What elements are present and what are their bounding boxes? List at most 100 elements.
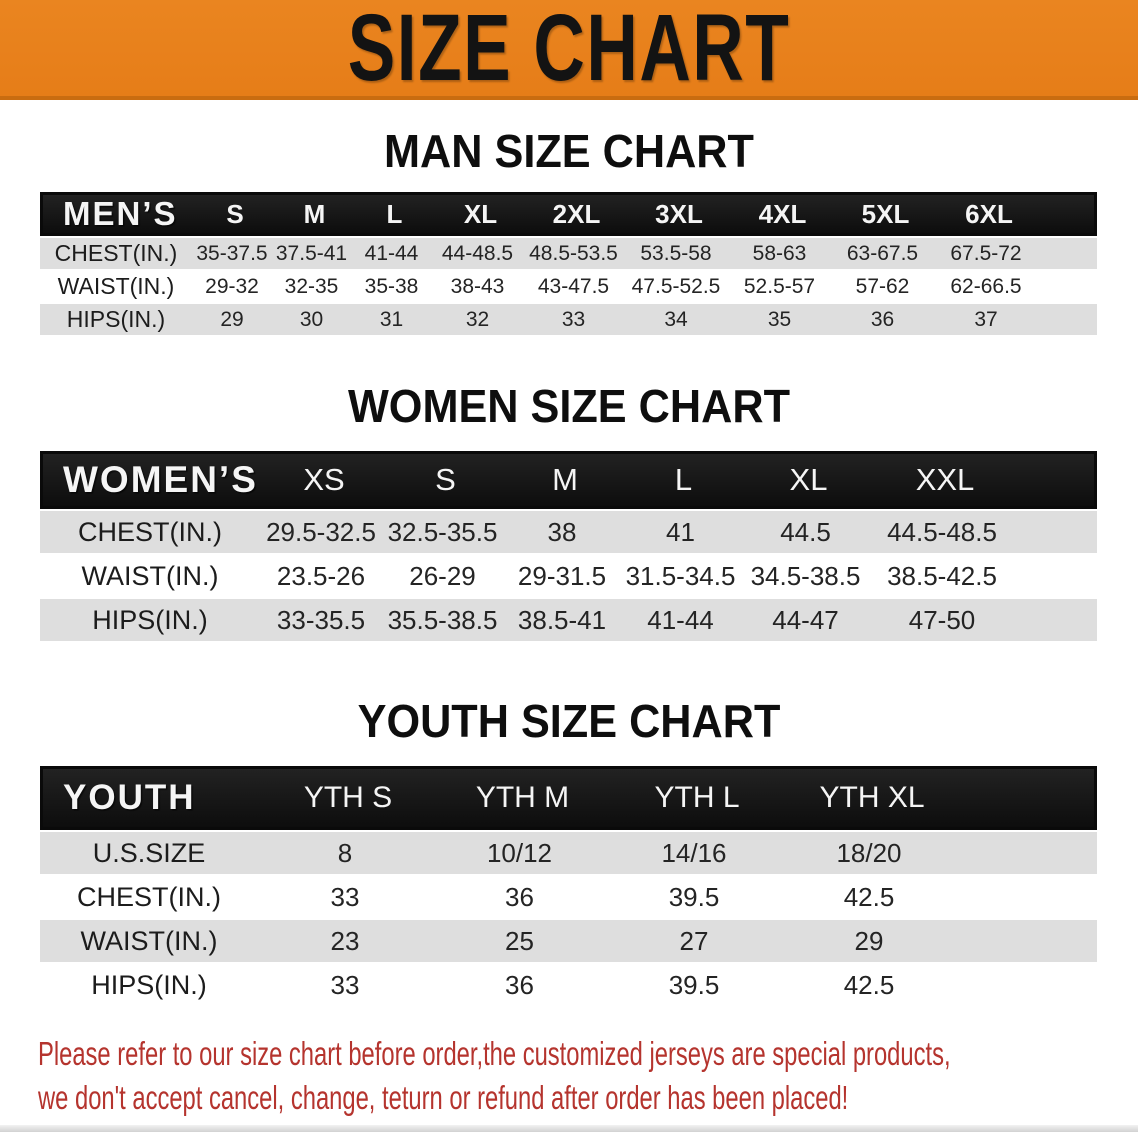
measurement-row: WAIST(IN.) 23.5-26 26-29 29-31.5 31.5-34.5 34…: [40, 555, 1097, 597]
size-value-cell: 30: [299, 307, 324, 331]
size-table-header-row: YOUTH YTH S YTH M YTH L YTH XL: [40, 766, 1097, 830]
size-value-cell: 41: [666, 516, 695, 547]
measurement-row: CHEST(IN.) 29.5-32.5 32.5-35.5 38 41 44.5 44.5…: [40, 511, 1097, 553]
men-section-heading: MAN SIZE CHART: [384, 125, 754, 177]
size-column-header: L: [674, 462, 693, 497]
size-column-header: S: [435, 462, 456, 497]
size-value-cell: 27: [679, 925, 709, 956]
measurement-row: CHEST(IN.) 33 36 39.5 42.5: [40, 876, 1097, 918]
measurement-row: WAIST(IN.) 29-32 32-35 35-38 38-43 43-47.5 47.…: [40, 271, 1097, 302]
size-value-cell: 35: [767, 307, 792, 331]
size-value-cell: 37.5-41: [275, 241, 348, 265]
size-column-header: XL: [789, 462, 828, 497]
size-value-cell: 8: [337, 837, 353, 868]
size-column-header: 3XL: [655, 198, 703, 229]
size-value-cell: 29.5-32.5: [266, 516, 376, 547]
size-column-header: YTH L: [654, 781, 740, 814]
measurement-row-label: CHEST(IN.): [54, 240, 178, 266]
size-value-cell: 39.5: [668, 881, 720, 912]
size-value-cell: 34.5-38.5: [750, 560, 861, 591]
size-value-cell: 47.5-52.5: [631, 274, 721, 298]
measurement-row: HIPS(IN.) 29 30 31 32 33 34 35 36 37: [40, 304, 1097, 335]
size-value-cell: 63-67.5: [846, 241, 919, 265]
size-column-header: YTH M: [475, 781, 570, 814]
measurement-row: U.S.SIZE 8 10/12 14/16 18/20: [40, 832, 1097, 874]
measurement-row-label: WAIST(IN.): [81, 560, 219, 591]
size-value-cell: 53.5-58: [640, 241, 712, 265]
size-value-cell: 29-32: [205, 274, 259, 298]
size-value-cell: 26-29: [409, 560, 476, 591]
section-youth: YOUTH SIZE CHART YOUTH YTH S YTH M YTH L YTH…: [0, 696, 1138, 1006]
size-table-header-row: WOMEN’S XS S M L XL XXL: [40, 451, 1097, 509]
size-value-cell: 37: [974, 307, 998, 331]
section-men: MAN SIZE CHART MEN’S S M L XL 2XL 3XL 4XL 5XL 6XL…: [0, 126, 1138, 335]
measurement-row-label: WAIST(IN.): [80, 925, 218, 956]
measurement-row: HIPS(IN.) 33 36 39.5 42.5: [40, 964, 1097, 1006]
size-value-cell: 62-66.5: [950, 274, 1022, 298]
disclaimer-line-2: we don't accept cancel, change, teturn o…: [38, 1079, 849, 1116]
size-column-header: XL: [463, 198, 498, 229]
size-value-cell: 36: [870, 307, 895, 331]
size-value-cell: 58-63: [752, 241, 807, 265]
size-column-header: L: [386, 198, 403, 229]
size-value-cell: 32.5-35.5: [387, 516, 498, 547]
size-value-cell: 38-43: [450, 274, 505, 298]
size-value-cell: 41-44: [364, 241, 419, 265]
size-value-cell: 36: [505, 881, 534, 912]
size-value-cell: 35-37.5: [196, 241, 268, 265]
size-column-header: YTH S: [303, 781, 393, 814]
disclaimer: Please refer to our size chart before or…: [38, 1032, 1138, 1120]
table-category-label: MEN’S: [63, 195, 178, 232]
women-size-table: WOMEN’S XS S M L XL XXL CHEST(IN.) 29.5-32.5 32.5…: [40, 451, 1097, 641]
size-value-cell: 39.5: [668, 969, 720, 1000]
banner: SIZE CHART: [0, 0, 1138, 101]
measurement-row: HIPS(IN.) 33-35.5 35.5-38.5 38.5-41 41-44 44-…: [40, 599, 1097, 641]
size-column-header: XS: [303, 462, 345, 497]
women-section-heading: WOMEN SIZE CHART: [347, 380, 790, 432]
size-value-cell: 44.5-48.5: [887, 516, 997, 547]
size-column-header: YTH XL: [819, 781, 925, 814]
size-value-cell: 10/12: [486, 837, 553, 868]
measurement-row-label: CHEST(IN.): [78, 516, 222, 547]
size-value-cell: 35-38: [364, 274, 419, 298]
table-category-label: YOUTH: [63, 778, 196, 817]
size-value-cell: 33: [330, 969, 360, 1000]
size-value-cell: 38.5-42.5: [887, 560, 997, 591]
size-column-header: 2XL: [552, 198, 601, 229]
size-value-cell: 14/16: [661, 837, 727, 868]
size-column-header: 6XL: [965, 198, 1013, 229]
size-value-cell: 36: [505, 969, 534, 1000]
size-value-cell: 32-35: [284, 274, 339, 298]
men-size-table: MEN’S S M L XL 2XL 3XL 4XL 5XL 6XL CHEST(IN.) 35-37…: [40, 192, 1097, 335]
measurement-row: WAIST(IN.) 23 25 27 29: [40, 920, 1097, 962]
size-value-cell: 29: [854, 925, 884, 956]
size-value-cell: 57-62: [855, 274, 910, 298]
disclaimer-line-1: Please refer to our size chart before or…: [38, 1035, 951, 1072]
measurement-row-label: HIPS(IN.): [66, 306, 166, 332]
measurement-row: CHEST(IN.) 35-37.5 37.5-41 41-44 44-48.5 48.5…: [40, 238, 1097, 269]
size-value-cell: 33: [330, 881, 360, 912]
size-value-cell: 44-47: [772, 604, 839, 635]
size-column-header: 4XL: [758, 198, 807, 229]
measurement-row-label: WAIST(IN.): [57, 273, 175, 299]
size-value-cell: 25: [505, 925, 534, 956]
size-value-cell: 29: [220, 307, 244, 331]
size-value-cell: 43-47.5: [537, 274, 610, 298]
size-value-cell: 48.5-53.5: [529, 241, 618, 265]
size-value-cell: 29-31.5: [517, 560, 607, 591]
size-value-cell: 42.5: [843, 881, 895, 912]
size-value-cell: 32: [465, 307, 490, 331]
size-value-cell: 44-48.5: [441, 241, 514, 265]
section-women: WOMEN SIZE CHART WOMEN’S XS S M L XL XXL CHEST(…: [0, 381, 1138, 641]
size-column-header: M: [303, 198, 326, 229]
size-column-header: M: [552, 462, 578, 497]
size-value-cell: 35.5-38.5: [387, 604, 498, 635]
size-value-cell: 23: [330, 925, 360, 956]
measurement-row-label: HIPS(IN.): [92, 604, 208, 635]
measurement-row-label: HIPS(IN.): [91, 969, 207, 1000]
size-value-cell: 47-50: [908, 604, 976, 635]
youth-section-heading: YOUTH SIZE CHART: [357, 695, 781, 747]
size-value-cell: 33: [561, 307, 586, 331]
size-column-header: 5XL: [861, 198, 910, 229]
